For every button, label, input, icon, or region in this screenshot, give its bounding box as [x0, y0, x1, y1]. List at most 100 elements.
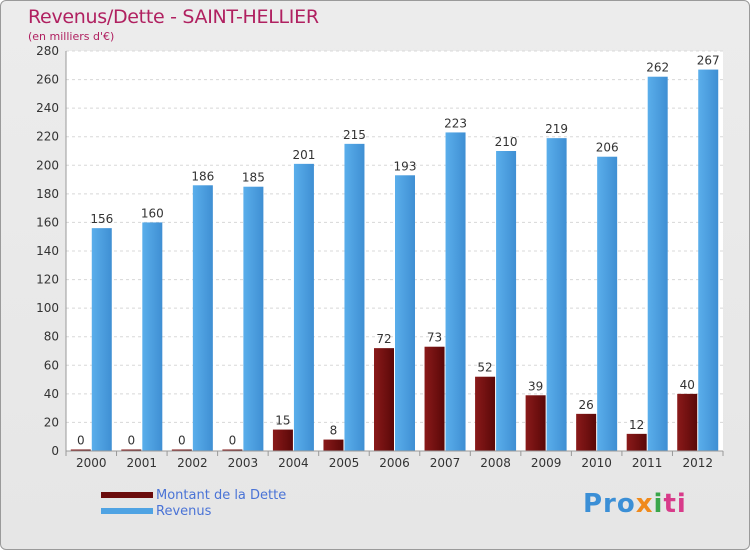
value-label-revenus: 210 [495, 135, 518, 149]
y-tick-label: 180 [36, 187, 59, 201]
y-tick-label: 40 [44, 387, 59, 401]
bar-revenus [243, 186, 264, 451]
value-label-dette: 73 [427, 331, 442, 345]
x-tick-label: 2002 [177, 456, 208, 470]
bar-dette [70, 449, 91, 451]
x-tick-label: 2004 [278, 456, 309, 470]
value-label-revenus: 262 [646, 61, 669, 75]
x-tick-label: 2011 [632, 456, 663, 470]
y-tick-label: 0 [51, 444, 59, 458]
bar-revenus [395, 175, 415, 452]
value-label-revenus: 267 [697, 54, 720, 68]
x-tick-label: 2001 [127, 456, 158, 470]
bar-revenus [445, 132, 466, 451]
value-label-revenus: 185 [242, 171, 265, 185]
value-label-revenus: 223 [444, 116, 467, 130]
bar-dette [525, 395, 546, 451]
logo-part-1: Pro [583, 489, 636, 519]
x-tick-label: 2000 [76, 456, 107, 470]
y-tick-label: 120 [36, 273, 59, 287]
x-tick-label: 2009 [531, 456, 562, 470]
bar-dette [374, 348, 394, 451]
y-tick-label: 160 [36, 215, 59, 229]
x-tick-label: 2003 [228, 456, 259, 470]
value-label-dette: 26 [579, 398, 594, 412]
x-tick-label: 2008 [480, 456, 511, 470]
bar-dette [576, 413, 597, 451]
y-tick-label: 240 [36, 101, 59, 115]
bar-dette [121, 449, 142, 451]
x-axis: 2000 2001 2002 2003 2004 2005 2006 2007 2008 2009… [65, 450, 724, 470]
y-tick-label: 80 [44, 330, 59, 344]
bar-dette [424, 346, 445, 451]
y-tick-label: 20 [44, 415, 59, 429]
bar-revenus [142, 222, 163, 451]
value-label-dette: 0 [178, 434, 186, 448]
x-tick-label: 2005 [329, 456, 360, 470]
bar-revenus [192, 185, 213, 452]
y-tick-label: 280 [36, 44, 59, 58]
legend-swatch-revenus [101, 508, 153, 514]
legend-label-dette: Montant de la Dette [156, 487, 287, 503]
x-tick-label: 2006 [379, 456, 410, 470]
value-label-revenus: 219 [545, 122, 568, 136]
bar-dette [323, 439, 344, 451]
value-label-revenus: 156 [90, 212, 113, 226]
bar-revenus [597, 156, 618, 451]
bar-revenus [293, 163, 314, 451]
bar-dette [222, 449, 243, 451]
proxiti-logo: Proxiti [583, 489, 687, 519]
value-label-revenus: 193 [394, 159, 417, 173]
bar-dette [626, 433, 647, 451]
logo-part-3: i [653, 489, 664, 519]
chart-title: Revenus/Dette - SAINT-HELLIER [28, 6, 319, 28]
x-tick-label: 2012 [682, 456, 713, 470]
legend-item-dette: Montant de la Dette [101, 487, 286, 503]
y-tick-label: 60 [44, 358, 59, 372]
y-tick-label: 200 [36, 158, 59, 172]
value-label-revenus: 160 [141, 206, 164, 220]
bar-revenus [647, 76, 668, 451]
value-labels: 0 156 0 160 0 186 0 185 15 201 8 215 72 193 73 223 52 210… [77, 54, 720, 448]
legend: Montant de la Dette Revenus [101, 487, 286, 519]
value-label-dette: 72 [376, 332, 391, 346]
x-tick-label: 2007 [430, 456, 461, 470]
bar-revenus [546, 138, 567, 451]
value-label-revenus: 215 [343, 128, 366, 142]
y-tick-label: 220 [36, 130, 59, 144]
bars [70, 69, 719, 452]
value-label-dette: 52 [477, 361, 492, 375]
grid-lines [66, 50, 723, 452]
y-tick-label: 140 [36, 244, 59, 258]
value-label-dette: 39 [528, 379, 543, 393]
y-tick-label: 100 [36, 301, 59, 315]
value-label-dette: 0 [77, 434, 85, 448]
value-label-revenus: 206 [596, 141, 619, 155]
value-label-dette: 40 [680, 378, 695, 392]
value-label-revenus: 186 [191, 169, 214, 183]
bar-dette [677, 393, 698, 451]
value-label-revenus: 201 [292, 148, 315, 162]
bar-revenus [496, 151, 517, 451]
bar-revenus [344, 143, 365, 451]
value-label-dette: 0 [229, 434, 237, 448]
bar-revenus [698, 69, 719, 452]
legend-swatch-dette [101, 492, 153, 498]
bar-dette [272, 429, 293, 451]
logo-part-2: x [635, 489, 654, 519]
value-label-dette: 15 [275, 414, 290, 428]
value-label-dette: 8 [330, 424, 338, 438]
value-label-dette: 0 [127, 434, 135, 448]
bar-dette [475, 376, 496, 451]
logo-part-4: ti [663, 489, 687, 519]
y-tick-label: 260 [36, 73, 59, 87]
y-axis: 0 20 40 60 80 100 120 140 160 180 200 220 240 260 280 [36, 44, 67, 458]
value-label-dette: 12 [629, 418, 644, 432]
legend-item-revenus: Revenus [101, 503, 286, 519]
bar-dette [171, 449, 192, 451]
chart-subtitle: (en milliers d'€) [28, 30, 115, 43]
x-tick-label: 2010 [581, 456, 612, 470]
legend-label-revenus: Revenus [156, 503, 212, 519]
